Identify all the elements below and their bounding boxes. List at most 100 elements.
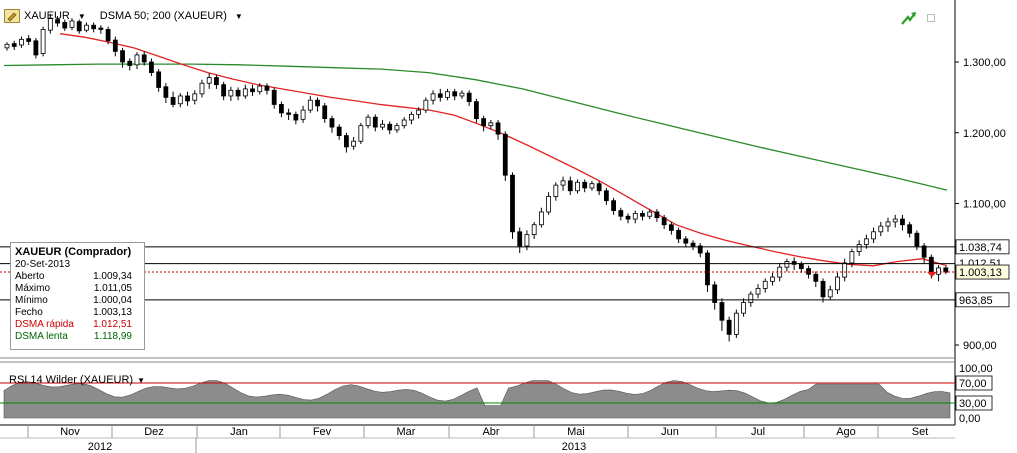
month-label: Nov xyxy=(60,426,80,438)
trend-arrow-icon[interactable] xyxy=(901,11,917,25)
candle-body xyxy=(473,101,479,120)
candle-body xyxy=(84,24,89,31)
candle-body xyxy=(293,113,299,121)
candlesticks xyxy=(4,13,949,342)
candle-body xyxy=(611,200,616,211)
candle-body xyxy=(149,61,154,74)
candle-body xyxy=(358,125,364,142)
symbol-label[interactable]: XAUEUR xyxy=(24,10,70,22)
rsi-tick-label: 70,00 xyxy=(959,378,987,390)
rsi-label[interactable]: RSI 14 Wilder (XAUEUR) xyxy=(9,374,134,386)
candle-body xyxy=(134,54,140,66)
lower-price-label: 963,85 xyxy=(959,295,993,307)
candle-body xyxy=(40,29,46,54)
indicator-dropdown-icon[interactable]: ▼ xyxy=(234,11,243,21)
candle-body xyxy=(19,38,24,46)
candle-body xyxy=(76,21,82,32)
candle-body xyxy=(69,20,75,28)
candle-body xyxy=(170,96,176,105)
candle-body xyxy=(286,112,292,115)
candle-body xyxy=(726,319,732,335)
year-label: 2013 xyxy=(562,441,586,453)
slow-ma-line xyxy=(3,63,948,191)
maximize-icon[interactable] xyxy=(927,14,935,22)
candle-body xyxy=(380,123,385,128)
candle-body xyxy=(849,251,855,264)
info-row-value: 1.012,51 xyxy=(93,319,132,330)
grid xyxy=(0,0,956,425)
rsi-dropdown-icon[interactable]: ▼ xyxy=(137,375,145,385)
candle-body xyxy=(618,210,624,217)
month-label: Ago xyxy=(836,426,856,438)
candle-body xyxy=(495,122,501,135)
candle-body xyxy=(127,60,133,66)
rsi-area xyxy=(3,380,951,419)
candle-body xyxy=(762,280,768,289)
candle-body xyxy=(91,24,97,30)
info-title: XAUEUR (Comprador) xyxy=(15,246,132,258)
candle-body xyxy=(271,89,277,105)
price-tick-label: 1.200,00 xyxy=(963,128,1006,140)
rsi-level-box xyxy=(955,375,993,391)
candle-body xyxy=(307,99,313,111)
time-axis: Nov Dez Jan Fev Mar Abr Mai Jun Jul Ago Set 2012 201… xyxy=(0,424,955,453)
candle-body xyxy=(553,184,559,197)
info-row-value: 1.118,99 xyxy=(93,331,132,342)
candle-body xyxy=(936,267,941,275)
chart-background xyxy=(0,0,955,358)
candle-body xyxy=(914,232,920,247)
upper-price-label: 1.038,74 xyxy=(959,242,1002,254)
candle-body xyxy=(177,95,183,105)
candle-body xyxy=(820,280,826,298)
candle-body xyxy=(365,116,371,127)
month-label: Jan xyxy=(230,426,248,438)
rsi-tick-label: 30,00 xyxy=(959,398,987,410)
month-label: Set xyxy=(912,426,929,438)
month-label: Jul xyxy=(751,426,765,438)
symbol-dropdown-icon[interactable]: ▼ xyxy=(77,11,86,21)
info-row-label: Mínimo xyxy=(15,295,48,306)
candle-body xyxy=(336,126,342,136)
pencil-icon[interactable] xyxy=(4,9,20,23)
info-row: DSMA lenta 1.118,99 xyxy=(15,331,140,343)
info-row: Fecho 1.003,13 xyxy=(15,307,140,319)
candle-body xyxy=(141,54,147,63)
candle-body xyxy=(4,43,10,49)
candle-body xyxy=(163,86,169,98)
candle-body xyxy=(900,218,905,226)
indicator-label[interactable]: DSMA 50; 200 (XAUEUR) xyxy=(99,10,227,22)
candle-body xyxy=(120,50,125,63)
candle-body xyxy=(437,93,443,98)
candle-body xyxy=(798,263,804,269)
info-row: Aberto 1.009,34 xyxy=(15,271,140,283)
candle-body xyxy=(242,88,248,97)
candle-body xyxy=(206,77,212,84)
candle-body xyxy=(112,39,118,52)
candle-body xyxy=(560,180,566,186)
candle-body xyxy=(47,17,53,31)
candle-body xyxy=(235,89,241,97)
price-lines xyxy=(0,246,955,301)
rsi-tick-label: 0,00 xyxy=(959,413,980,425)
candle-body xyxy=(827,289,833,298)
candle-body xyxy=(806,268,811,275)
candle-body xyxy=(784,261,790,268)
candle-body xyxy=(589,183,595,189)
candle-body xyxy=(582,181,588,189)
candle-body xyxy=(199,82,205,95)
candle-body xyxy=(661,217,667,226)
candle-body xyxy=(921,245,927,258)
candle-body xyxy=(250,88,255,93)
candle-body xyxy=(502,133,508,176)
candle-body xyxy=(257,85,263,93)
info-row-label: Aberto xyxy=(15,271,45,282)
candle-body xyxy=(488,122,494,127)
candle-body xyxy=(603,190,609,202)
chart-corner-icons xyxy=(901,11,935,25)
year-label: 2012 xyxy=(88,441,112,453)
candle-body xyxy=(676,229,681,240)
candle-body xyxy=(733,312,739,335)
candle-body xyxy=(351,140,357,147)
candle-body xyxy=(871,231,876,240)
